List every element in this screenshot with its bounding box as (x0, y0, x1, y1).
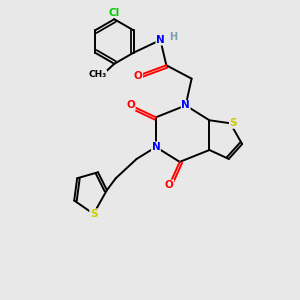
Text: O: O (126, 100, 135, 110)
Text: H: H (169, 32, 177, 42)
Text: N: N (156, 35, 165, 45)
Text: O: O (134, 71, 142, 81)
Text: S: S (90, 209, 97, 219)
Text: O: O (165, 180, 174, 190)
Text: Cl: Cl (109, 8, 120, 18)
Text: S: S (230, 118, 237, 128)
Text: N: N (181, 100, 190, 110)
Text: CH₃: CH₃ (88, 70, 106, 79)
Text: N: N (152, 142, 160, 152)
